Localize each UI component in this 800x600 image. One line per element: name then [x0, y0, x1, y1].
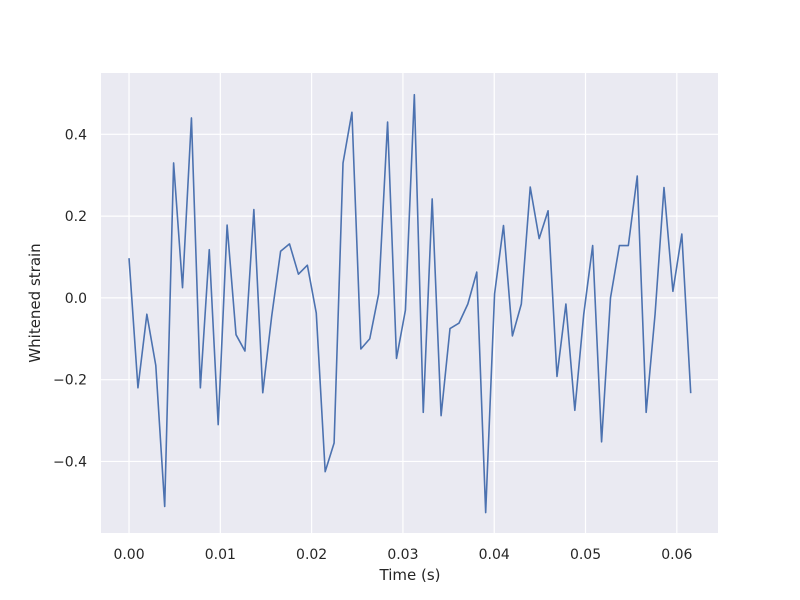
x-axis-label: Time (s): [379, 566, 441, 584]
y-axis-label: Whitened strain: [26, 243, 44, 362]
y-tick-label: 0.0: [65, 291, 87, 307]
x-axis-ticks: 0.00 0.01 0.02 0.03 0.04 0.05 0.06: [113, 547, 692, 563]
x-tick-label: 0.00: [113, 547, 144, 563]
x-tick-label: 0.06: [661, 547, 692, 563]
series-line: [128, 93, 692, 514]
plot-area: [101, 73, 718, 533]
x-tick-label: 0.01: [205, 547, 236, 563]
y-tick-label: 0.4: [65, 127, 87, 143]
x-tick-label: 0.05: [570, 547, 601, 563]
y-tick-label: −0.2: [53, 373, 87, 389]
x-tick-label: 0.02: [296, 547, 327, 563]
y-tick-label: 0.2: [65, 209, 87, 225]
x-tick-label: 0.03: [387, 547, 418, 563]
y-axis-ticks: −0.4 −0.2 0.0 0.2 0.4: [53, 127, 87, 470]
y-tick-label: −0.4: [53, 454, 87, 470]
x-tick-label: 0.04: [479, 547, 510, 563]
